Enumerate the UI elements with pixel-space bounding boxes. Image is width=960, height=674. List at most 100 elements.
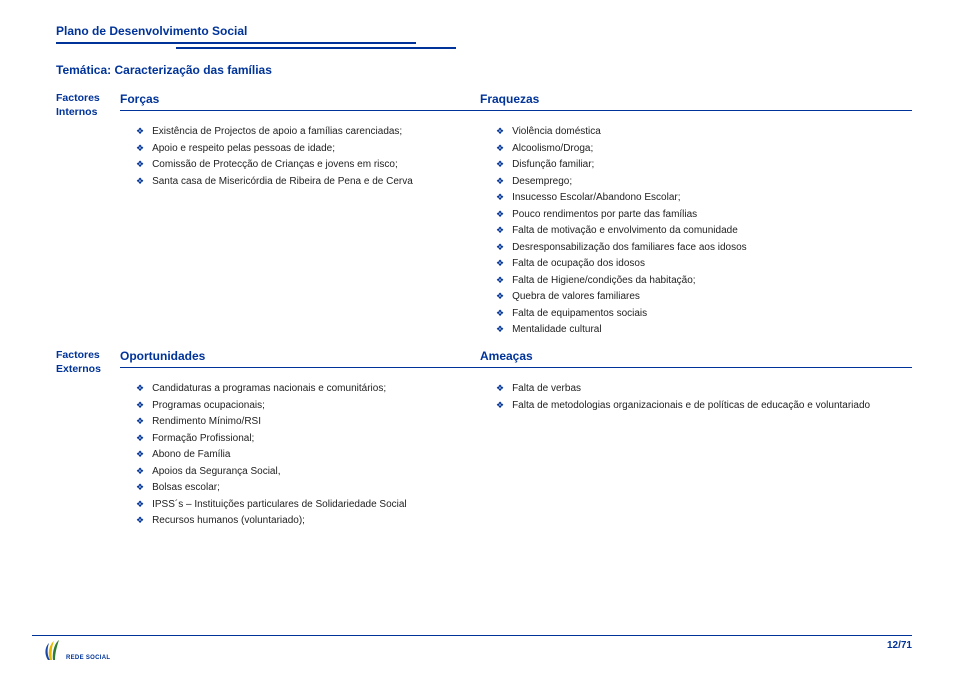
- page-number: 12/71: [887, 638, 912, 651]
- list-item: ❖Bolsas escolar;: [136, 481, 912, 495]
- diamond-bullet-icon: ❖: [136, 465, 144, 479]
- list-item: ❖Insucesso Escolar/Abandono Escolar;: [496, 191, 912, 205]
- diamond-bullet-icon: ❖: [496, 241, 504, 255]
- diamond-bullet-icon: ❖: [496, 208, 504, 222]
- list-item: ❖Alcoolismo/Droga;: [496, 142, 912, 156]
- list-item-text: Existência de Projectos de apoio a famíl…: [152, 125, 402, 139]
- diamond-bullet-icon: ❖: [496, 323, 504, 337]
- list-item: ❖Falta de Higiene/condições da habitação…: [496, 274, 912, 288]
- title-rules: [56, 42, 912, 49]
- document-title: Plano de Desenvolvimento Social: [56, 24, 912, 38]
- list-item: ❖ Falta de metodologias organizacionais e…: [496, 399, 912, 413]
- diamond-bullet-icon: ❖: [136, 399, 144, 413]
- ameacas-list: ❖ Falta de verbas ❖ Falta de metodologias o…: [480, 376, 912, 432]
- oportunidades-list-wide: ❖Formação Profissional;❖Abono de Família…: [120, 432, 912, 531]
- list-item: ❖ Mentalidade cultural: [496, 323, 912, 337]
- list-item: ❖ Falta de ocupação dos idosos: [496, 257, 912, 271]
- list-item-text: Desresponsabilização dos familiares face…: [512, 241, 747, 255]
- fraquezas-header-cell: Fraquezas: [480, 91, 912, 119]
- diamond-bullet-icon: ❖: [136, 514, 144, 528]
- mid-spacer: [56, 340, 912, 348]
- list-item: ❖ Santa casa de Misericórdia de Ribeira d…: [136, 175, 480, 189]
- list-item: ❖ Falta de verbas: [496, 382, 912, 396]
- diamond-bullet-icon: ❖: [136, 415, 144, 429]
- list-item-text: Recursos humanos (voluntariado);: [152, 514, 305, 528]
- spacer-left-3: [56, 432, 120, 531]
- list-item-text: Mentalidade cultural: [512, 323, 602, 337]
- factores-externos-label: Factores Externos: [56, 348, 120, 376]
- diamond-bullet-icon: ❖: [136, 382, 144, 396]
- fraquezas-header: Fraquezas: [480, 91, 912, 111]
- list-item-text: Violência doméstica: [512, 125, 601, 139]
- list-item: ❖ Violência doméstica: [496, 125, 912, 139]
- footer-logo-text: REDE SOCIAL: [66, 655, 110, 662]
- diamond-bullet-icon: ❖: [136, 175, 144, 189]
- list-item: ❖ Pouco rendimentos por parte das família…: [496, 208, 912, 222]
- rule-bottom: [176, 47, 456, 49]
- list-item: ❖ Abono de Família: [136, 448, 912, 462]
- list-item-text: Abono de Família: [152, 448, 230, 462]
- list-item: ❖ Desresponsabilização dos familiares fac…: [496, 241, 912, 255]
- list-item: ❖ Disfunção familiar;: [496, 158, 912, 172]
- diamond-bullet-icon: ❖: [496, 274, 504, 288]
- swot-grid: Factores Internos Forças Fraquezas ❖ Exis…: [56, 91, 912, 531]
- page-content: Plano de Desenvolvimento Social Temática…: [0, 0, 960, 531]
- list-item: ❖ Candidaturas a programas nacionais e co…: [136, 382, 480, 396]
- list-item: ❖Existência de Projectos de apoio a famí…: [136, 125, 480, 139]
- diamond-bullet-icon: ❖: [496, 224, 504, 238]
- diamond-bullet-icon: ❖: [496, 158, 504, 172]
- list-item: ❖ Rendimento Mínimo/RSI: [136, 415, 480, 429]
- list-item-text: Falta de equipamentos sociais: [512, 307, 647, 321]
- list-item-text: Falta de motivação e envolvimento da com…: [512, 224, 738, 238]
- list-item-text: Falta de verbas: [512, 382, 581, 396]
- tematica-value: Caracterização das famílias: [114, 63, 271, 77]
- list-item: ❖ Recursos humanos (voluntariado);: [136, 514, 912, 528]
- list-item: ❖Programas ocupacionais;: [136, 399, 480, 413]
- diamond-bullet-icon: ❖: [496, 399, 504, 413]
- oportunidades-header-cell: Oportunidades: [120, 348, 480, 376]
- list-item-text: Formação Profissional;: [152, 432, 254, 446]
- list-item-text: Rendimento Mínimo/RSI: [152, 415, 261, 429]
- side-externos-text: Factores Externos: [56, 349, 101, 375]
- factores-internos-label: Factores Internos: [56, 91, 120, 119]
- footer-logo: REDE SOCIAL: [42, 638, 110, 662]
- spacer-left-1: [56, 119, 120, 340]
- oportunidades-list-top: ❖ Candidaturas a programas nacionais e co…: [120, 376, 480, 432]
- diamond-bullet-icon: ❖: [496, 175, 504, 189]
- list-item-text: IPSS´s – Instituições particulares de So…: [152, 498, 407, 512]
- forcas-list: ❖ Existência de Projectos de apoio a famí…: [120, 119, 480, 340]
- list-item-text: Santa casa de Misericórdia de Ribeira de…: [152, 175, 413, 189]
- tematica-label: Temática:: [56, 63, 111, 77]
- list-item-text: Falta de ocupação dos idosos: [512, 257, 645, 271]
- diamond-bullet-icon: ❖: [496, 382, 504, 396]
- list-item-text: Apoios da Segurança Social,: [152, 465, 280, 479]
- list-item-text: Comissão de Protecção de Crianças e jove…: [152, 158, 398, 172]
- list-item-text: Pouco rendimentos por parte das famílias: [512, 208, 697, 222]
- list-item: ❖Formação Profissional;: [136, 432, 912, 446]
- rede-social-icon: [42, 638, 64, 662]
- list-item-text: Candidaturas a programas nacionais e com…: [152, 382, 386, 396]
- diamond-bullet-icon: ❖: [496, 257, 504, 271]
- diamond-bullet-icon: ❖: [136, 481, 144, 495]
- diamond-bullet-icon: ❖: [136, 158, 144, 172]
- forcas-header: Forças: [120, 91, 480, 111]
- list-item-text: Quebra de valores familiares: [512, 290, 640, 304]
- forcas-header-cell: Forças: [120, 91, 480, 119]
- oportunidades-header: Oportunidades: [120, 348, 480, 368]
- diamond-bullet-icon: ❖: [496, 191, 504, 205]
- diamond-bullet-icon: ❖: [136, 448, 144, 462]
- list-item-text: Apoio e respeito pelas pessoas de idade;: [152, 142, 335, 156]
- diamond-bullet-icon: ❖: [496, 142, 504, 156]
- rule-top: [56, 42, 416, 44]
- list-item: ❖ Comissão de Protecção de Crianças e jov…: [136, 158, 480, 172]
- spacer-left-2: [56, 376, 120, 432]
- fraquezas-list: ❖Violência doméstica❖Alcoolismo/Droga;❖D…: [480, 119, 912, 340]
- diamond-bullet-icon: ❖: [496, 125, 504, 139]
- diamond-bullet-icon: ❖: [136, 142, 144, 156]
- ameacas-header-cell: Ameaças: [480, 348, 912, 376]
- list-item-text: Disfunção familiar;: [512, 158, 594, 172]
- list-item-text: Falta de metodologias organizacionais e …: [512, 399, 870, 413]
- list-item: ❖ Apoio e respeito pelas pessoas de idade…: [136, 142, 480, 156]
- list-item: ❖Falta de equipamentos sociais: [496, 307, 912, 321]
- list-item: ❖IPSS´s – Instituições particulares de S…: [136, 498, 912, 512]
